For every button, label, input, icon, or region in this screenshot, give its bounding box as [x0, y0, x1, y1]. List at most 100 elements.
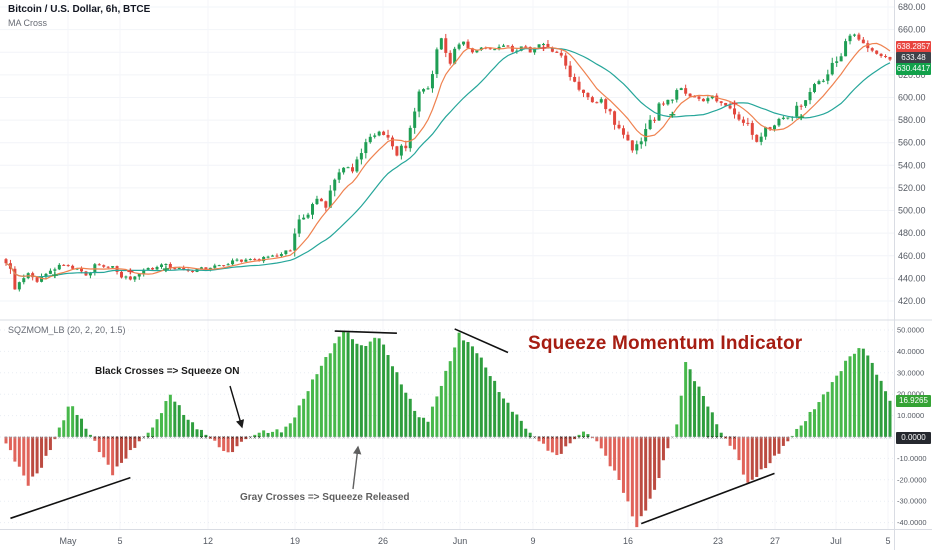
svg-text:680.00: 680.00 — [898, 2, 926, 12]
svg-text:×: × — [382, 435, 386, 441]
annotation-arrow[interactable] — [229, 385, 245, 429]
svg-text:×: × — [497, 435, 501, 441]
svg-text:×: × — [226, 435, 230, 441]
svg-text:×: × — [408, 435, 412, 441]
svg-text:460.00: 460.00 — [898, 251, 926, 261]
svg-text:660.00: 660.00 — [898, 25, 926, 35]
squeeze-momentum-heading[interactable]: Squeeze Momentum Indicator — [528, 333, 803, 354]
svg-text:×: × — [80, 435, 84, 441]
chart-legend: Bitcoin / U.S. Dollar, 6h, BTCE MA Cross — [8, 4, 150, 28]
svg-text:×: × — [160, 435, 164, 441]
svg-text:×: × — [444, 435, 448, 441]
symbol-title[interactable]: Bitcoin / U.S. Dollar, 6h, BTCE — [8, 4, 151, 15]
svg-text:×: × — [466, 435, 470, 441]
svg-text:×: × — [257, 435, 261, 441]
svg-text:×: × — [675, 435, 679, 441]
svg-text:560.00: 560.00 — [898, 138, 926, 148]
svg-text:9: 9 — [530, 536, 535, 546]
svg-text:420.00: 420.00 — [898, 296, 926, 306]
trend-line[interactable] — [454, 328, 509, 354]
annotation-arrow[interactable] — [352, 445, 362, 490]
svg-text:×: × — [631, 435, 635, 441]
svg-text:×: × — [435, 435, 439, 441]
price-badge-ma-fast: 638.2857 — [896, 41, 931, 53]
svg-text:×: × — [599, 435, 603, 441]
svg-text:×: × — [764, 435, 768, 441]
svg-text:×: × — [391, 435, 395, 441]
svg-text:×: × — [266, 435, 270, 441]
svg-text:×: × — [111, 435, 115, 441]
svg-text:×: × — [693, 435, 697, 441]
svg-text:500.00: 500.00 — [898, 206, 926, 216]
svg-text:×: × — [555, 435, 559, 441]
svg-text:×: × — [671, 435, 675, 441]
svg-text:×: × — [471, 435, 475, 441]
time-axis[interactable] — [0, 530, 895, 550]
svg-text:×: × — [302, 435, 306, 441]
svg-text:×: × — [879, 435, 883, 441]
price-axis[interactable] — [895, 0, 932, 530]
svg-text:×: × — [813, 435, 817, 441]
note-squeeze-on[interactable]: Black Crosses => Squeeze ON — [95, 366, 240, 377]
svg-text:May: May — [59, 536, 77, 546]
svg-text:×: × — [817, 435, 821, 441]
svg-text:×: × — [448, 435, 452, 441]
svg-text:×: × — [417, 435, 421, 441]
trend-line[interactable] — [640, 472, 775, 525]
svg-text:×: × — [493, 435, 497, 441]
svg-text:×: × — [711, 435, 715, 441]
trend-line[interactable] — [10, 476, 131, 520]
svg-text:×: × — [537, 435, 541, 441]
svg-text:×: × — [293, 435, 297, 441]
time-axis-labels: May 5 12 19 26 Jun 9 16 23 27 Jul 5 — [59, 536, 890, 546]
svg-text:Jun: Jun — [453, 536, 468, 546]
svg-text:×: × — [502, 435, 506, 441]
note-squeeze-released[interactable]: Gray Crosses => Squeeze Released — [240, 492, 410, 503]
svg-text:×: × — [164, 435, 168, 441]
svg-text:×: × — [240, 435, 244, 441]
svg-text:×: × — [44, 435, 48, 441]
svg-text:×: × — [773, 435, 777, 441]
svg-text:×: × — [35, 435, 39, 441]
svg-text:×: × — [289, 435, 293, 441]
svg-text:5: 5 — [117, 536, 122, 546]
svg-text:×: × — [662, 435, 666, 441]
svg-text:×: × — [551, 435, 555, 441]
svg-text:×: × — [66, 435, 70, 441]
svg-text:×: × — [515, 435, 519, 441]
svg-text:×: × — [84, 435, 88, 441]
svg-text:×: × — [568, 435, 572, 441]
svg-text:×: × — [657, 435, 661, 441]
trend-line[interactable] — [334, 330, 397, 335]
svg-text:×: × — [311, 435, 315, 441]
svg-text:×: × — [582, 435, 586, 441]
svg-text:×: × — [511, 435, 515, 441]
svg-text:×: × — [98, 435, 102, 441]
svg-text:×: × — [280, 435, 284, 441]
svg-text:×: × — [324, 435, 328, 441]
svg-text:×: × — [591, 435, 595, 441]
indicator-title-ma-cross[interactable]: MA Cross — [8, 18, 48, 28]
svg-text:×: × — [129, 435, 133, 441]
svg-text:×: × — [688, 435, 692, 441]
svg-text:×: × — [58, 435, 62, 441]
svg-text:×: × — [622, 435, 626, 441]
svg-text:×: × — [746, 435, 750, 441]
indicator-title-sqzmom[interactable]: SQZMOM_LB (20, 2, 20, 1.5) — [8, 325, 126, 335]
svg-text:×: × — [115, 435, 119, 441]
svg-text:×: × — [480, 435, 484, 441]
svg-text:×: × — [524, 435, 528, 441]
svg-text:×: × — [346, 435, 350, 441]
svg-text:×: × — [595, 435, 599, 441]
svg-text:23: 23 — [713, 536, 723, 546]
candles-layer — [4, 32, 892, 292]
svg-text:×: × — [586, 435, 590, 441]
gridlines — [0, 0, 895, 530]
svg-text:×: × — [213, 435, 217, 441]
svg-text:×: × — [839, 435, 843, 441]
svg-text:×: × — [826, 435, 830, 441]
svg-text:×: × — [608, 435, 612, 441]
svg-text:×: × — [106, 435, 110, 441]
svg-text:×: × — [329, 435, 333, 441]
